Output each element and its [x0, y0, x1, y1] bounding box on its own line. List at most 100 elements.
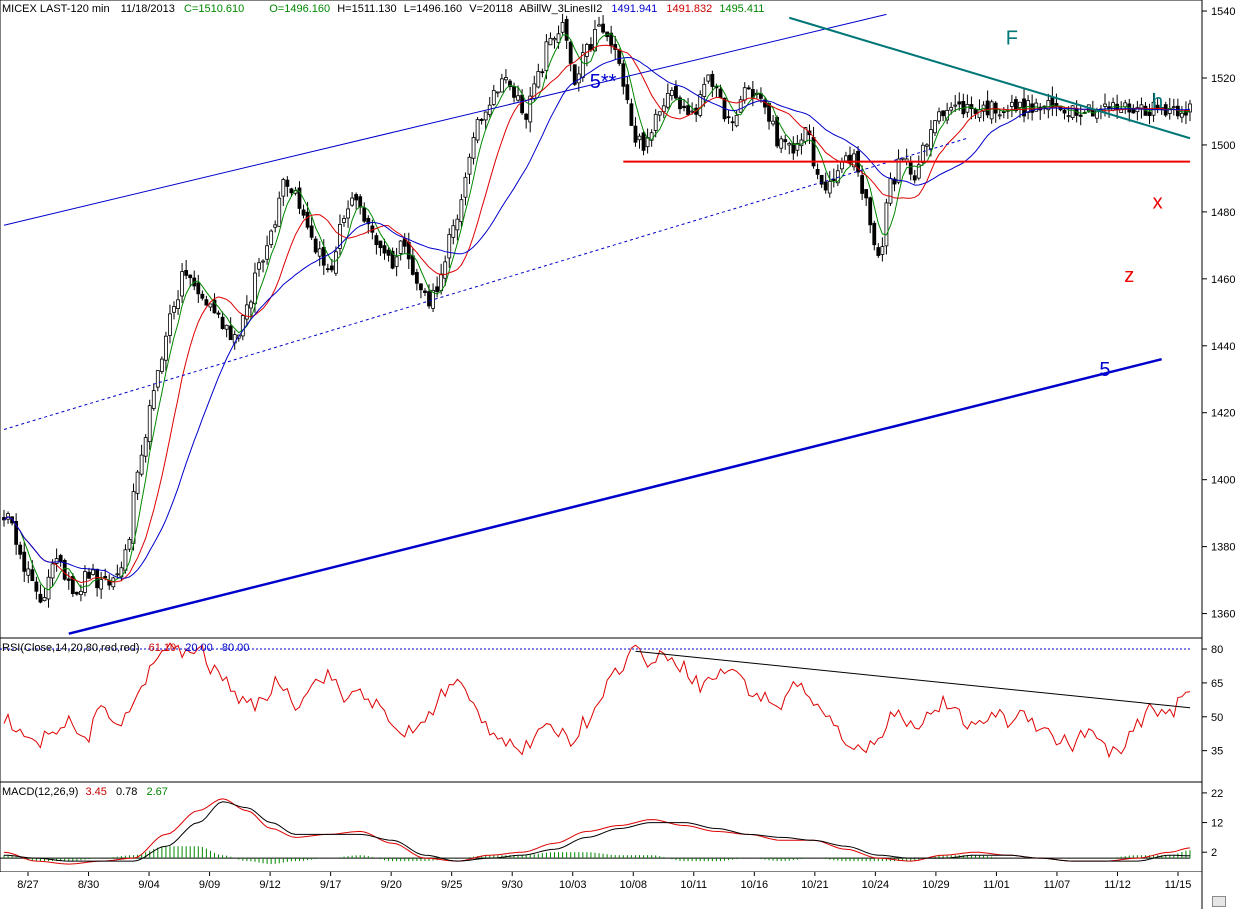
- candle-body: [224, 324, 229, 330]
- candle-body: [313, 238, 318, 253]
- header-close: C=1510.610: [184, 3, 244, 15]
- candle-body: [467, 156, 472, 175]
- candle-body: [512, 86, 516, 98]
- candle: [864, 189, 869, 206]
- candle-body: [734, 114, 739, 127]
- main-pane-frame: [0, 0, 1203, 639]
- candle-body: [180, 271, 185, 297]
- candle-body: [791, 143, 796, 154]
- candle-body: [508, 80, 512, 88]
- candle-body: [212, 299, 217, 314]
- candle: [362, 202, 367, 224]
- candle-body: [957, 101, 962, 105]
- candle-body: [819, 174, 824, 185]
- candle-body: [419, 283, 423, 291]
- candle-body: [669, 89, 674, 97]
- scroll-thumb[interactable]: [1212, 896, 1226, 907]
- candle: [495, 91, 500, 98]
- candle: [916, 155, 921, 181]
- candle: [965, 94, 970, 118]
- candle: [50, 559, 55, 587]
- candle: [313, 236, 318, 255]
- candle-body: [775, 117, 780, 147]
- candle-body: [200, 293, 205, 299]
- candle-body: [91, 569, 95, 575]
- candle: [609, 25, 614, 54]
- candle-body: [892, 178, 897, 185]
- date-tick-label: 11/12: [1104, 879, 1131, 891]
- candle-body: [985, 100, 990, 116]
- candle: [937, 107, 941, 125]
- candle-body: [783, 139, 788, 143]
- candle: [912, 169, 917, 184]
- candle: [589, 37, 593, 52]
- candle-body: [261, 260, 265, 263]
- wave-label: 5**: [590, 71, 617, 93]
- candle-body: [589, 44, 593, 51]
- candle: [34, 576, 39, 600]
- candle-body: [459, 199, 464, 223]
- header-low: L=1496.160: [404, 3, 462, 15]
- candle: [374, 232, 379, 255]
- candle-body: [1155, 104, 1160, 109]
- candle: [678, 95, 682, 114]
- macd-pane: [0, 798, 1191, 865]
- candle: [491, 84, 496, 106]
- candle-body: [451, 225, 456, 238]
- candle: [184, 259, 189, 280]
- date-tick-label: 11/07: [1044, 879, 1071, 891]
- candle: [455, 214, 460, 241]
- header-high: H=1511.130: [337, 3, 396, 15]
- candle: [354, 192, 359, 210]
- candle-body: [941, 110, 945, 117]
- candle: [261, 259, 265, 273]
- candle-body: [657, 111, 662, 116]
- candle-body: [386, 249, 391, 256]
- candle-body: [305, 211, 310, 228]
- candle-body: [220, 316, 225, 330]
- date-tick-label: 10/21: [801, 879, 829, 891]
- candle-body: [621, 63, 626, 87]
- candle-body: [799, 139, 804, 147]
- candle: [524, 112, 529, 129]
- candle-body: [1066, 115, 1071, 118]
- candle-body: [888, 178, 893, 204]
- candle-body: [678, 97, 682, 110]
- candle-body: [14, 521, 19, 545]
- candle: [702, 77, 707, 107]
- candle: [378, 240, 383, 256]
- candle: [698, 90, 703, 118]
- candle-body: [398, 240, 403, 254]
- moving-average-line: [3, 56, 1191, 579]
- date-tick-label: 9/25: [441, 879, 462, 891]
- candle: [957, 92, 962, 111]
- candle-body: [815, 168, 820, 175]
- candle-body: [151, 390, 156, 409]
- wave-label: F: [1006, 28, 1018, 50]
- candle-body: [95, 568, 99, 589]
- candle: [827, 171, 832, 198]
- candle-body: [249, 301, 253, 309]
- macd-title: MACD(12,26,9): [2, 786, 78, 798]
- macd-header-text: MACD(12,26,9) 3.45 0.78 2.67: [2, 786, 168, 798]
- candle-body: [495, 91, 500, 94]
- price-tick-label: 1380: [1211, 542, 1235, 554]
- header-volume: V=20118: [469, 3, 513, 15]
- candle-body: [127, 539, 132, 550]
- candle-body: [916, 164, 921, 179]
- candle-body: [548, 37, 553, 46]
- candles: [2, 13, 1192, 608]
- candle-body: [730, 121, 735, 124]
- candle-body: [334, 251, 338, 274]
- candle-body: [346, 208, 350, 219]
- candle-body: [289, 188, 294, 194]
- candle-body: [228, 325, 233, 341]
- candle: [168, 304, 172, 344]
- candle-body: [965, 104, 970, 113]
- candle: [269, 229, 274, 249]
- wave-label: 5: [1099, 359, 1110, 381]
- candle: [880, 237, 885, 262]
- candle: [386, 247, 391, 262]
- candle-body: [483, 111, 488, 121]
